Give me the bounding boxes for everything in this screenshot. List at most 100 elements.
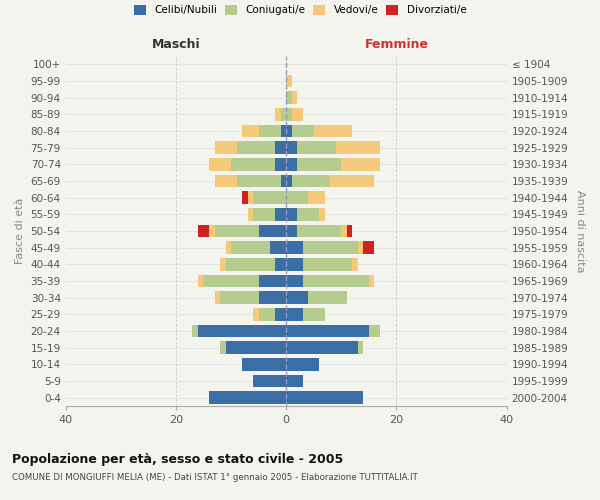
Bar	[369, 324, 380, 337]
Bar	[193, 324, 198, 337]
Bar	[297, 224, 341, 237]
Bar	[286, 258, 303, 270]
Bar	[286, 242, 303, 254]
Bar	[308, 292, 347, 304]
Bar	[215, 224, 259, 237]
Bar	[297, 208, 319, 220]
Bar	[303, 274, 369, 287]
Bar	[352, 258, 358, 270]
Bar	[242, 124, 259, 137]
Bar	[220, 342, 226, 354]
Bar	[275, 308, 286, 320]
Bar	[203, 274, 259, 287]
Bar	[215, 142, 236, 154]
Bar	[220, 292, 259, 304]
Bar	[226, 242, 231, 254]
Bar	[341, 224, 347, 237]
Bar	[209, 158, 231, 170]
Bar	[275, 142, 286, 154]
Bar	[231, 158, 275, 170]
Text: Popolazione per età, sesso e stato civile - 2005: Popolazione per età, sesso e stato civil…	[12, 452, 343, 466]
Bar	[364, 242, 374, 254]
Bar	[215, 174, 236, 187]
Bar	[286, 208, 297, 220]
Bar	[198, 224, 209, 237]
Y-axis label: Anni di nascita: Anni di nascita	[575, 190, 585, 272]
Bar	[226, 342, 286, 354]
Bar	[275, 158, 286, 170]
Bar	[286, 158, 297, 170]
Bar	[286, 74, 292, 87]
Bar	[297, 142, 336, 154]
Bar	[281, 174, 286, 187]
Bar	[341, 158, 380, 170]
Bar	[259, 124, 281, 137]
Bar	[369, 274, 374, 287]
Bar	[275, 108, 281, 120]
Bar	[220, 258, 226, 270]
Bar	[358, 342, 364, 354]
Bar	[231, 242, 269, 254]
Bar	[209, 392, 286, 404]
Bar	[286, 308, 303, 320]
Bar	[198, 274, 203, 287]
Bar	[303, 242, 358, 254]
Bar	[259, 224, 286, 237]
Bar	[253, 208, 275, 220]
Bar	[286, 124, 292, 137]
Bar	[286, 292, 308, 304]
Bar	[319, 208, 325, 220]
Bar	[269, 242, 286, 254]
Bar	[275, 208, 286, 220]
Bar	[292, 174, 331, 187]
Bar	[286, 142, 297, 154]
Bar	[259, 292, 286, 304]
Bar	[248, 208, 253, 220]
Bar	[226, 258, 275, 270]
Bar	[308, 192, 325, 204]
Bar	[259, 274, 286, 287]
Bar	[286, 342, 358, 354]
Bar	[286, 374, 303, 387]
Bar	[275, 258, 286, 270]
Bar	[286, 358, 319, 370]
Bar	[253, 374, 286, 387]
Bar	[314, 124, 352, 137]
Bar	[242, 192, 248, 204]
Bar	[242, 358, 286, 370]
Bar	[297, 158, 341, 170]
Bar	[292, 124, 314, 137]
Legend: Celibi/Nubili, Coniugati/e, Vedovi/e, Divorziati/e: Celibi/Nubili, Coniugati/e, Vedovi/e, Di…	[134, 5, 466, 15]
Bar	[286, 324, 369, 337]
Bar	[336, 142, 380, 154]
Bar	[292, 92, 297, 104]
Bar	[209, 224, 215, 237]
Bar	[215, 292, 220, 304]
Bar	[286, 92, 292, 104]
Bar	[303, 258, 352, 270]
Bar	[286, 192, 308, 204]
Bar	[259, 308, 275, 320]
Bar	[286, 174, 292, 187]
Bar	[253, 192, 286, 204]
Bar	[248, 192, 253, 204]
Bar	[281, 124, 286, 137]
Bar	[292, 108, 303, 120]
Bar	[281, 108, 286, 120]
Text: COMUNE DI MONGIUFFI MELIA (ME) - Dati ISTAT 1° gennaio 2005 - Elaborazione TUTTI: COMUNE DI MONGIUFFI MELIA (ME) - Dati IS…	[12, 472, 418, 482]
Bar	[236, 174, 281, 187]
Bar	[331, 174, 374, 187]
Text: Femmine: Femmine	[364, 38, 428, 51]
Y-axis label: Fasce di età: Fasce di età	[15, 198, 25, 264]
Bar	[347, 224, 352, 237]
Bar	[358, 242, 364, 254]
Bar	[286, 392, 364, 404]
Bar	[286, 108, 292, 120]
Bar	[253, 308, 259, 320]
Text: Maschi: Maschi	[152, 38, 200, 51]
Bar	[303, 308, 325, 320]
Bar	[236, 142, 275, 154]
Bar	[198, 324, 286, 337]
Bar	[286, 274, 303, 287]
Bar	[286, 224, 297, 237]
